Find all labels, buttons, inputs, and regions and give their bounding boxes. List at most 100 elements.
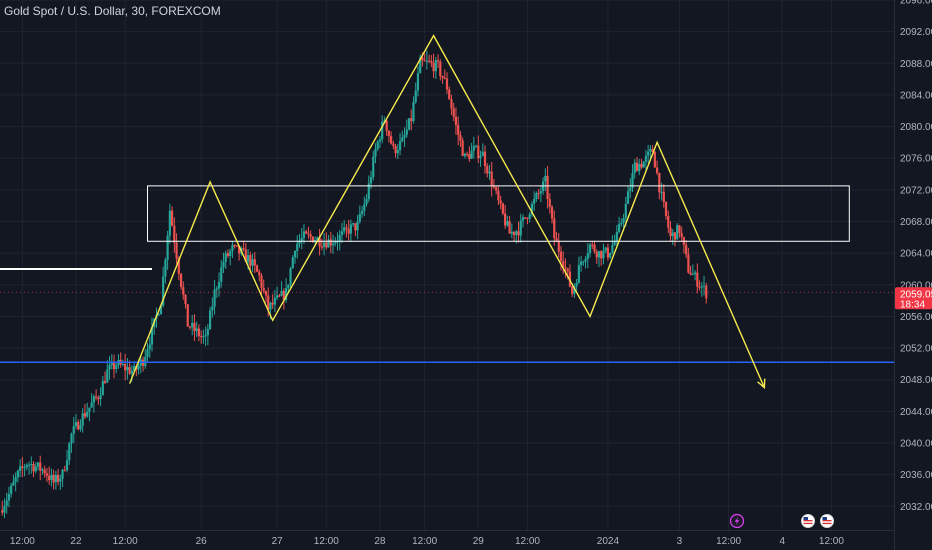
candle-body (311, 236, 314, 243)
candle-body (327, 239, 330, 248)
candle-body (649, 149, 652, 152)
candle-body (638, 163, 641, 172)
candle-body (430, 61, 433, 63)
candle-body (16, 470, 19, 478)
candle-body (43, 469, 46, 474)
candle-body (320, 246, 323, 248)
candle-body (454, 116, 458, 126)
candle-body (653, 151, 656, 168)
candle-body (698, 286, 701, 288)
candle-body (262, 287, 265, 292)
candle-body (177, 258, 180, 274)
candle-body (405, 129, 408, 135)
candle-body (466, 153, 469, 155)
price-tick-label: 2036.00 (900, 470, 932, 481)
candle-body (499, 200, 502, 204)
candle-body (251, 259, 254, 266)
pattern-path-line[interactable] (128, 34, 766, 388)
candle-body (338, 235, 341, 242)
price-tick-label: 2044.00 (900, 407, 932, 418)
price-tick-label: 2040.00 (900, 438, 932, 449)
time-tick-label: 12:00 (113, 536, 138, 547)
us-flag-icon[interactable] (801, 514, 815, 528)
time-tick-label: 28 (374, 536, 386, 547)
candle-body (396, 150, 399, 154)
candle-body (651, 149, 654, 152)
candle-body (664, 202, 668, 217)
candle-body (655, 167, 659, 174)
candle-body (106, 369, 109, 383)
candle-body (394, 145, 397, 154)
candle-body (629, 187, 632, 192)
candle-body (676, 225, 679, 240)
candle-body (705, 285, 708, 299)
candle-body (398, 141, 402, 151)
candle-body (365, 199, 368, 205)
candle-body (242, 248, 245, 250)
candle-body (347, 228, 350, 234)
candle-body (356, 221, 359, 231)
candle-body (325, 242, 328, 248)
price-axis[interactable]: 2032.00 2036.00 2040.00 2044.00 2048.00 2052.… (894, 0, 932, 550)
candle-body (521, 217, 525, 221)
candle-body (70, 433, 73, 444)
time-tick-label: 3 (677, 536, 683, 547)
candle-body (267, 295, 270, 310)
candle-body (640, 163, 643, 168)
time-tick-label: 12:00 (10, 536, 35, 547)
time-tick-label: 27 (272, 536, 284, 547)
candle-body (597, 251, 601, 258)
candle-body (41, 469, 44, 471)
candle-body (492, 186, 496, 188)
candle-body (546, 175, 549, 200)
candle-body (200, 336, 203, 338)
candle-body (566, 268, 569, 272)
chart-title: Gold Spot / U.S. Dollar, 30, FOREXCOM (4, 4, 221, 18)
candle-body (5, 500, 8, 506)
candle-body (112, 362, 116, 370)
candle-body (48, 475, 51, 480)
candle-body (461, 140, 464, 156)
candle-body (233, 245, 236, 247)
candle-body (175, 242, 178, 259)
price-tick-label: 2048.00 (900, 375, 932, 386)
time-tick-label: 29 (473, 536, 485, 547)
candle-body (14, 477, 17, 482)
candle-body (530, 203, 534, 215)
time-axis[interactable]: 12:00 22 12:00 26 27 12:00 28 12:00 29 12:00 2024 3… (0, 530, 894, 548)
candle-body (264, 291, 268, 296)
candle-body (474, 145, 478, 147)
resistance-zone-box[interactable] (147, 185, 850, 242)
candle-body (555, 238, 558, 241)
candle-body (691, 274, 694, 276)
candle-body (510, 231, 513, 234)
candle-body (162, 276, 165, 306)
candle-body (157, 314, 160, 316)
candle-body (696, 272, 699, 287)
candle-body (215, 288, 218, 290)
candle-body (658, 173, 661, 193)
candle-body (137, 365, 140, 370)
candle-body (77, 422, 80, 430)
candle-body (571, 286, 574, 294)
candle-body (349, 224, 352, 234)
candle-body (195, 328, 198, 332)
bar-countdown: 18:34 (900, 299, 925, 310)
lightning-icon[interactable] (729, 513, 745, 529)
candle-body (133, 366, 136, 371)
candle-body (27, 464, 31, 466)
us-flag-icon[interactable] (820, 514, 834, 528)
candle-body (439, 61, 442, 77)
candle-body (63, 469, 66, 471)
candle-body (414, 90, 417, 102)
candle-body (374, 149, 377, 157)
candle-body (481, 151, 484, 157)
candle-body (644, 155, 648, 162)
candle-body (334, 241, 337, 244)
candle-body (61, 469, 64, 479)
candle-body (97, 397, 100, 400)
candle-body (609, 252, 612, 258)
time-tick-label: 2024 (597, 536, 620, 547)
